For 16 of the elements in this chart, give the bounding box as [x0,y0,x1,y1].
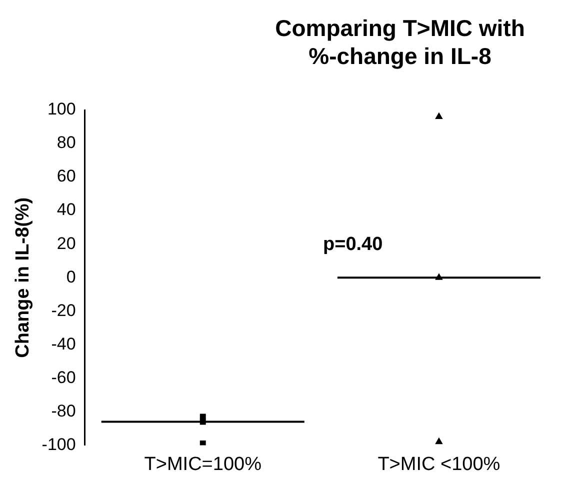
chart-title: Comparing T>MIC with %-change in IL-8 [274,14,526,70]
y-tick-label: 40 [56,200,76,220]
y-tick-label: 0 [66,267,76,286]
y-tick-label: 20 [56,234,76,253]
y-tick-label: -100 [42,434,76,454]
x-tick-label: T>MIC <100% [378,454,500,475]
y-tick-label: 60 [56,166,76,186]
y-tick-label: -80 [51,401,76,420]
y-tick-label: -20 [51,300,76,320]
y-tick-label: 80 [56,133,76,152]
annotation: p=0.40 [323,234,383,256]
y-axis-title: Change in IL-8(%) [12,197,34,358]
y-tick-label: -40 [51,334,76,354]
x-tick-label: T>MIC=100% [144,454,262,475]
y-tick-label: 100 [47,100,76,119]
y-tick-label: -60 [51,368,76,387]
